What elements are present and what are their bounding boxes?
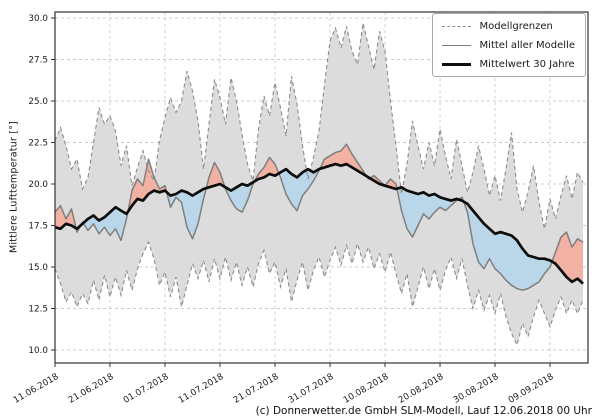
x-tick-label: 21.06.2018 bbox=[67, 372, 116, 406]
x-tick-label: 11.06.2018 bbox=[12, 372, 61, 406]
cool-anomaly-fill bbox=[83, 207, 128, 241]
x-tick-label: 31.07.2018 bbox=[287, 372, 336, 406]
y-tick-label: 30.0 bbox=[28, 14, 48, 24]
warm-anomaly-fill bbox=[254, 157, 279, 182]
x-tick-label: 10.08.2018 bbox=[342, 372, 391, 406]
model-mean-line bbox=[54, 143, 584, 291]
warm-anomaly-fill bbox=[206, 162, 225, 189]
x-tick-label: 21.07.2018 bbox=[232, 372, 281, 406]
cool-anomaly-fill bbox=[278, 168, 320, 211]
model-spread-band bbox=[55, 23, 583, 345]
legend-label-model-bounds: Modellgrenzen bbox=[479, 20, 553, 32]
legend: Modellgrenzen Mittel aller Modelle Mitte… bbox=[431, 13, 586, 77]
black-line-swatch-icon bbox=[441, 62, 471, 66]
y-tick-label: 15.0 bbox=[28, 263, 48, 273]
warm-anomaly-fill bbox=[552, 232, 583, 284]
legend-label-climate-mean: Mittelwert 30 Jahre bbox=[479, 58, 575, 70]
x-tick-label: 01.07.2018 bbox=[122, 372, 171, 406]
y-tick-label: 10.0 bbox=[28, 346, 48, 356]
x-tick-label: 09.09.2018 bbox=[507, 372, 556, 406]
y-tick-label: 25.0 bbox=[28, 97, 48, 107]
y-tick-label: 12.5 bbox=[28, 305, 48, 315]
cool-anomaly-fill bbox=[397, 187, 459, 238]
legend-label-model-mean: Mittel aller Modelle bbox=[479, 39, 575, 51]
chart-caption: (c) Donnerwetter.de GmbH SLM-Modell, Lau… bbox=[255, 405, 592, 417]
climate-mean-line bbox=[54, 162, 584, 285]
legend-item-model-bounds: Modellgrenzen bbox=[441, 19, 575, 33]
gray-line-swatch-icon bbox=[441, 44, 471, 46]
y-tick-label: 22.5 bbox=[28, 139, 48, 149]
legend-item-climate-mean: Mittelwert 30 Jahre bbox=[441, 57, 575, 71]
upper-bound-line bbox=[54, 22, 584, 229]
cool-anomaly-fill bbox=[224, 181, 255, 213]
y-tick-label: 17.5 bbox=[28, 222, 48, 232]
legend-item-model-mean: Mittel aller Modelle bbox=[441, 38, 575, 52]
y-tick-label: 27.5 bbox=[28, 56, 48, 66]
y-tick-label: 20.0 bbox=[28, 180, 48, 190]
x-tick-label: 30.08.2018 bbox=[452, 372, 501, 406]
lower-bound-line bbox=[54, 240, 584, 347]
x-tick-label: 11.07.2018 bbox=[177, 372, 226, 406]
y-axis-label: Mittlere Lufttemperatur [°] bbox=[8, 120, 20, 254]
x-tick-label: 20.08.2018 bbox=[397, 372, 446, 406]
dashed-line-swatch-icon bbox=[441, 25, 471, 27]
cool-anomaly-fill bbox=[463, 201, 552, 291]
plot-border bbox=[54, 11, 589, 364]
